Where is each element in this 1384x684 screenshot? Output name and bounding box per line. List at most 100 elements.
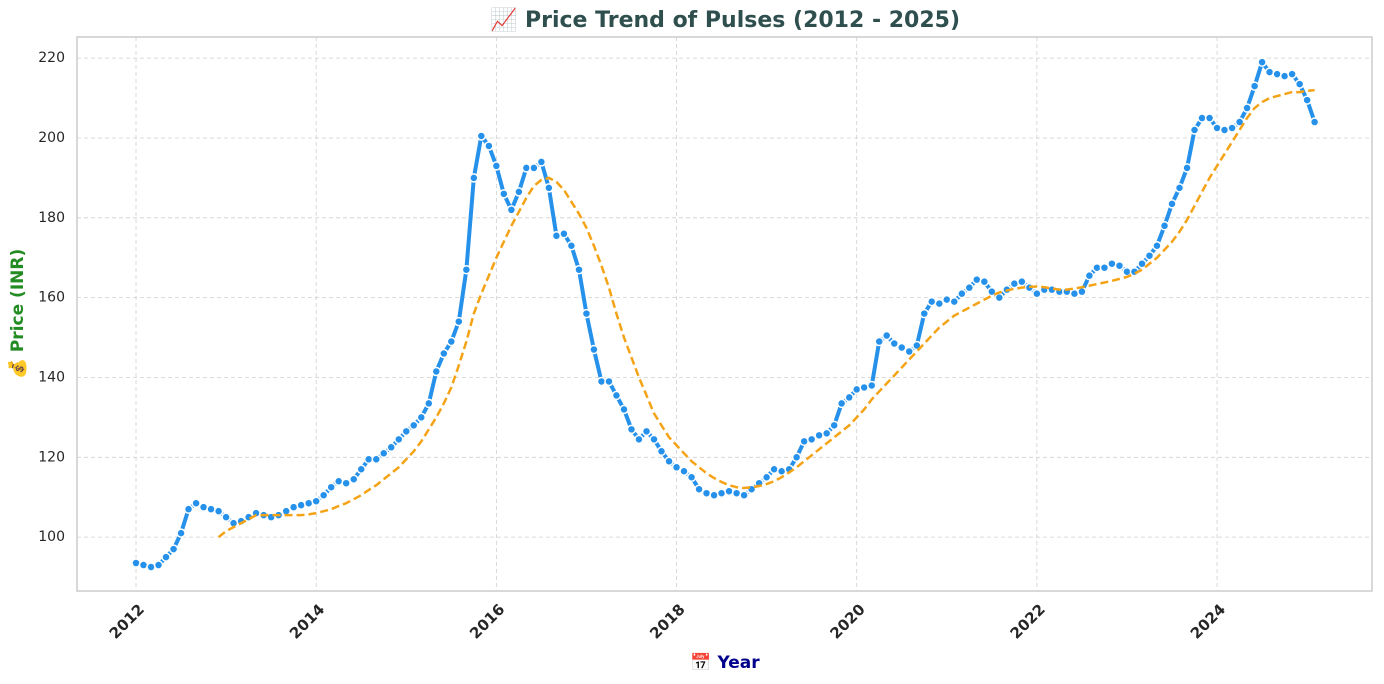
data-point (1294, 79, 1305, 89)
data-point (619, 404, 629, 415)
data-point (341, 478, 351, 488)
data-point (153, 560, 164, 570)
data-point (821, 428, 832, 439)
x-tick-label: 2016 (466, 600, 508, 642)
data-point (1249, 81, 1260, 91)
data-point (491, 161, 502, 171)
data-point (1144, 250, 1155, 261)
data-point (859, 382, 869, 393)
data-point (1287, 69, 1297, 79)
x-axis-label: 📅 Year (690, 652, 760, 673)
data-point (957, 288, 967, 299)
data-point (694, 484, 704, 494)
data-point (649, 434, 659, 445)
data-point (866, 380, 877, 391)
plot-area (76, 36, 1373, 592)
data-point (424, 398, 434, 409)
data-point (739, 490, 749, 500)
data-point (641, 426, 652, 437)
data-point (476, 131, 487, 141)
data-point (544, 183, 554, 193)
data-point (949, 296, 960, 307)
data-point (896, 342, 907, 353)
data-point (671, 462, 682, 473)
data-point (499, 189, 509, 199)
x-tick-label: 2018 (646, 600, 688, 642)
data-point (536, 157, 547, 167)
y-tick-label: 100 (38, 529, 65, 545)
data-point (701, 488, 712, 498)
x-tick-label: 2020 (826, 600, 868, 642)
data-point (416, 412, 427, 423)
data-point (401, 426, 412, 437)
data-point (521, 163, 532, 173)
data-point (371, 454, 382, 465)
x-tick-label: 2024 (1187, 600, 1229, 642)
y-axis-label: 💰 Price (INR) (7, 249, 28, 379)
data-point (566, 240, 577, 251)
data-point (1084, 270, 1095, 281)
data-point (836, 398, 847, 409)
data-point (686, 472, 697, 482)
data-point (394, 434, 404, 445)
data-point (363, 454, 374, 465)
data-point (664, 456, 674, 467)
y-tick-label: 200 (38, 130, 65, 146)
data-point (806, 434, 817, 445)
data-point (559, 229, 569, 239)
data-point (1242, 103, 1252, 113)
data-point (724, 486, 734, 496)
data-point (311, 496, 321, 506)
data-point (514, 187, 524, 197)
data-point (446, 336, 457, 347)
data-point (656, 446, 667, 457)
data-point (926, 296, 937, 307)
data-point (1309, 117, 1320, 127)
data-point (318, 490, 329, 500)
data-point (1204, 113, 1215, 123)
data-point (296, 500, 306, 510)
data-point (408, 420, 419, 431)
data-point (589, 344, 599, 355)
data-point (1174, 183, 1185, 193)
data-point (611, 390, 622, 401)
data-point (1017, 276, 1027, 287)
data-point (529, 163, 539, 173)
data-point (206, 504, 216, 514)
data-point (461, 264, 472, 275)
data-point (326, 482, 336, 492)
data-point (1152, 240, 1162, 251)
data-point (829, 420, 839, 431)
series-line (217, 88, 1315, 539)
data-point (1197, 113, 1207, 123)
data-point (934, 298, 945, 309)
data-point (1137, 258, 1147, 269)
data-point (1099, 262, 1110, 273)
data-point (469, 173, 479, 183)
data-point (168, 544, 179, 554)
data-point (176, 528, 186, 538)
data-point (626, 424, 637, 435)
y-tick-label: 120 (38, 449, 65, 465)
data-point (1189, 125, 1200, 135)
y-tick-label: 180 (38, 210, 65, 226)
data-point (348, 474, 359, 484)
data-point (386, 442, 396, 453)
data-point (506, 205, 517, 215)
data-point (439, 348, 449, 359)
data-point (431, 366, 442, 377)
data-point (634, 434, 644, 445)
y-tick-label: 160 (38, 290, 65, 306)
data-point (1257, 57, 1267, 67)
data-point (221, 512, 231, 522)
data-point (1264, 67, 1275, 77)
x-tick-label: 2014 (286, 600, 328, 642)
data-point (213, 506, 224, 516)
data-point (972, 274, 982, 285)
data-point (378, 448, 389, 459)
data-point (889, 338, 900, 349)
y-tick-label: 220 (38, 50, 65, 66)
data-point (454, 316, 464, 327)
data-point (791, 452, 802, 463)
data-point (874, 336, 884, 347)
